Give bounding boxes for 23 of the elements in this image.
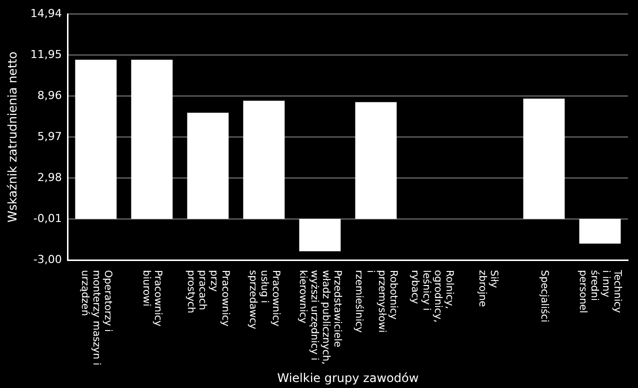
y-axis-title: Wskaźnik zatrudnienia netto <box>5 52 20 222</box>
x-tick-label: Specjaliści <box>538 270 550 322</box>
bar <box>579 218 621 244</box>
x-tick-label: Pracownicy biurowi <box>140 270 164 327</box>
x-tick-label: Pracownicy przy pracach prostych <box>185 270 231 327</box>
bar <box>355 102 397 219</box>
x-tick-label: Siły zbrojne <box>476 270 500 307</box>
y-tick-label: 11,95 <box>30 48 62 61</box>
y-tick-label: 5,97 <box>37 130 62 143</box>
y-tick-label: 14,94 <box>30 6 62 20</box>
x-tick-label: Technicy i inny średni personel <box>577 269 623 314</box>
bar <box>243 100 285 219</box>
bar <box>75 60 117 219</box>
y-tick-label: 8,96 <box>37 88 62 102</box>
y-tick-label: -0,01 <box>33 212 62 225</box>
bar <box>299 218 341 252</box>
bar <box>187 112 229 219</box>
y-tick-label: 2,98 <box>37 170 62 184</box>
bar <box>523 98 565 219</box>
y-tick-label: -3,00 <box>33 252 62 266</box>
bar <box>131 60 173 219</box>
x-tick-label: Operatorzy i monterzy maszyn i urządzeń <box>78 270 113 366</box>
x-axis-title: Wielkie grupy zawodów <box>277 370 419 385</box>
